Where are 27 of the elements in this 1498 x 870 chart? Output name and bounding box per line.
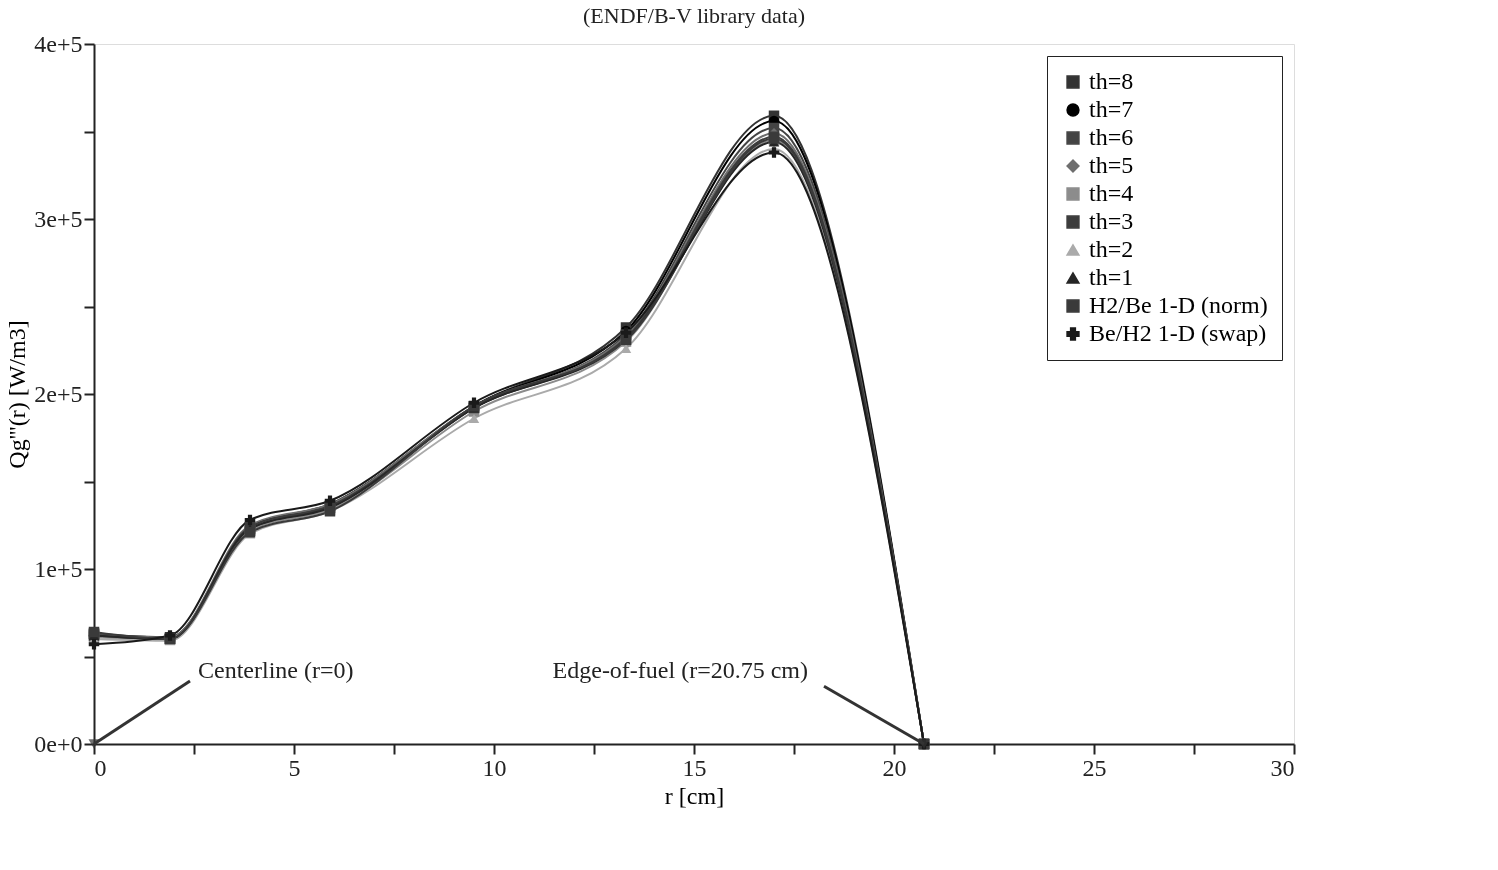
y-axis-title: Qg'''(r) [W/m3]: [4, 320, 31, 469]
x-axis-title: r [cm]: [664, 782, 725, 809]
x-tick-label: 0: [94, 754, 107, 781]
y-tick-label: 0e+0: [34, 730, 83, 757]
legend-label: th=7: [1089, 96, 1134, 122]
legend-label: Be/H2 1-D (swap): [1089, 320, 1267, 346]
x-tick-label: 30: [1270, 754, 1295, 781]
y-tick-label: 3e+5: [34, 205, 83, 232]
legend-label: th=3: [1089, 208, 1134, 234]
x-tick-label: 15: [682, 754, 707, 781]
legend-label: th=2: [1089, 236, 1134, 262]
y-tick-label: 1e+5: [34, 555, 83, 582]
y-tick-label: 4e+5: [34, 30, 83, 57]
x-tick-label: 5: [288, 754, 301, 781]
x-tick-label: 10: [482, 754, 507, 781]
legend-label: th=8: [1089, 68, 1134, 94]
legend-label: H2/Be 1-D (norm): [1089, 292, 1268, 318]
annotation: Edge-of-fuel (r=20.75 cm): [552, 656, 808, 683]
legend-label: th=6: [1089, 124, 1134, 150]
annotation: Centerline (r=0): [198, 656, 354, 683]
legend-label: th=5: [1089, 152, 1134, 178]
y-tick-label: 2e+5: [34, 380, 83, 407]
x-tick-label: 25: [1082, 754, 1107, 781]
legend-label: th=4: [1089, 180, 1134, 206]
x-tick-label: 20: [882, 754, 907, 781]
chart-title: (ENDF/B-V library data): [583, 3, 805, 28]
legend-label: th=1: [1089, 264, 1134, 290]
